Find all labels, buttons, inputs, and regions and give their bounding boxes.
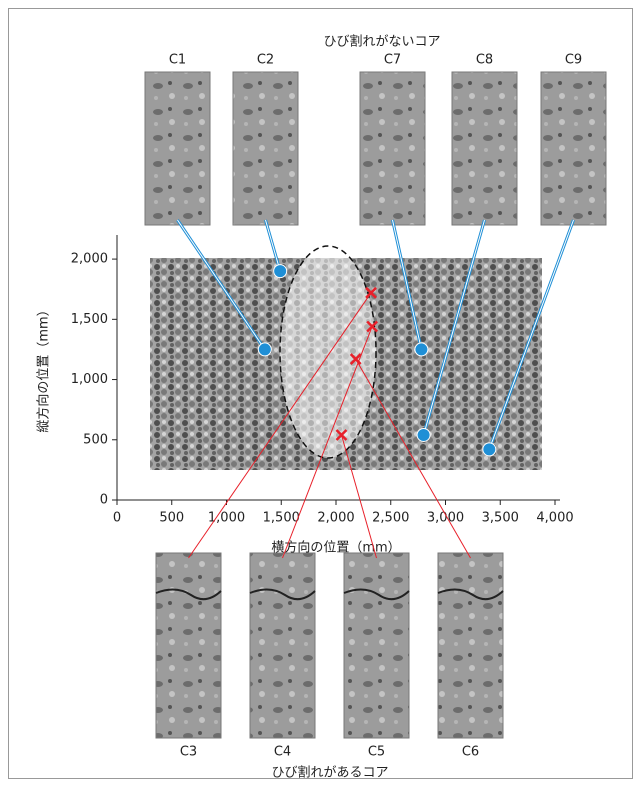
core-photo (541, 72, 606, 225)
core-photo (156, 553, 221, 738)
core-label: C2 (257, 53, 274, 68)
core-label: C5 (368, 745, 385, 760)
point (274, 265, 287, 278)
core-photo (145, 72, 210, 225)
chart: ひび割れがないコア ひび割れがあるコア 横方向の位置（mm） 縦方向の位置（mm… (0, 0, 642, 787)
y-tick-label: 1,500 (71, 312, 108, 327)
core-label: C6 (462, 745, 479, 760)
x-tick-label: 1,500 (263, 511, 300, 526)
x-tick-label: 1,000 (208, 511, 245, 526)
y-tick-label: 500 (83, 432, 108, 447)
core-photo (360, 72, 425, 225)
core-label: C8 (476, 53, 493, 68)
core-photo (452, 72, 517, 225)
x-tick-label: 3,000 (427, 511, 464, 526)
crack-zone (280, 246, 376, 458)
y-axis-label: 縦方向の位置（mm） (36, 303, 52, 432)
core-photo (344, 553, 409, 738)
top-title: ひび割れがないコア (323, 34, 440, 50)
core-photo (250, 553, 315, 738)
y-tick-label: 2,000 (71, 252, 108, 267)
y-tick-label: 1,000 (71, 372, 108, 387)
core-label: C9 (565, 53, 582, 68)
core-label: C7 (384, 53, 401, 68)
core-label: C1 (169, 53, 186, 68)
x-tick-label: 4,000 (536, 511, 573, 526)
x-tick-label: 2,000 (317, 511, 354, 526)
point (483, 443, 496, 456)
x-tick-label: 2,500 (372, 511, 409, 526)
core-photo (233, 72, 298, 225)
core-photo (438, 553, 503, 738)
core-label: C3 (180, 745, 197, 760)
x-tick-label: 500 (159, 511, 184, 526)
y-tick-label: 0 (100, 493, 108, 508)
point (258, 343, 271, 356)
point (417, 428, 430, 441)
core-label: C4 (274, 745, 291, 760)
bottom-title: ひび割れがあるコア (271, 765, 388, 781)
point (415, 343, 428, 356)
x-tick-label: 0 (113, 511, 121, 526)
x-tick-label: 3,500 (482, 511, 519, 526)
